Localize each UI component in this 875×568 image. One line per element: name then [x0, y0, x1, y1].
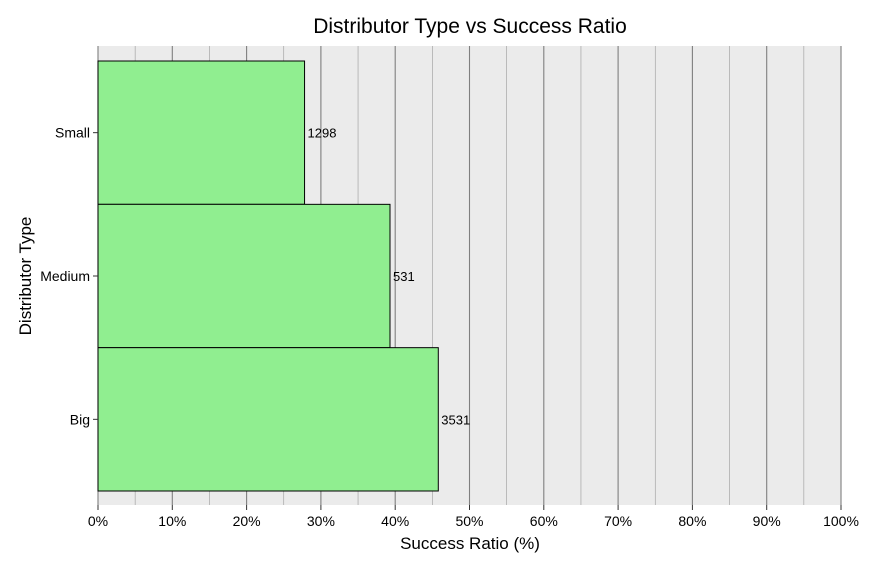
data-label-small: 1298 — [308, 126, 337, 141]
data-label-big: 3531 — [441, 412, 470, 427]
x-tick-label: 40% — [381, 513, 409, 529]
x-tick-label: 90% — [753, 513, 781, 529]
y-axis: Small Medium Big — [40, 125, 98, 427]
bar-big — [97, 347, 439, 492]
x-tick-label: 10% — [158, 513, 186, 529]
bar-small — [97, 60, 306, 205]
y-axis-title: Distributor Type — [16, 217, 35, 336]
data-labels: 1298 531 3531 — [308, 126, 471, 428]
x-tick-label: 70% — [604, 513, 632, 529]
x-tick-label: 30% — [307, 513, 335, 529]
data-label-medium: 531 — [393, 269, 415, 284]
x-tick-label: 100% — [823, 513, 859, 529]
x-axis: 0% 10% 20% 30% 40% 50% 60% 70% 80% 90% 100% — [88, 505, 859, 529]
y-tick-label-big: Big — [70, 411, 90, 427]
chart-title: Distributor Type vs Success Ratio — [313, 15, 627, 38]
y-tick-label-medium: Medium — [40, 268, 90, 284]
bars — [97, 60, 439, 492]
x-tick-label: 50% — [455, 513, 483, 529]
bar-medium — [97, 203, 391, 349]
x-tick-label: 20% — [233, 513, 261, 529]
x-tick-label: 0% — [88, 513, 108, 529]
x-axis-title: Success Ratio (%) — [400, 534, 540, 553]
y-tick-label-small: Small — [55, 125, 90, 141]
x-tick-label: 80% — [678, 513, 706, 529]
x-tick-label: 60% — [530, 513, 558, 529]
